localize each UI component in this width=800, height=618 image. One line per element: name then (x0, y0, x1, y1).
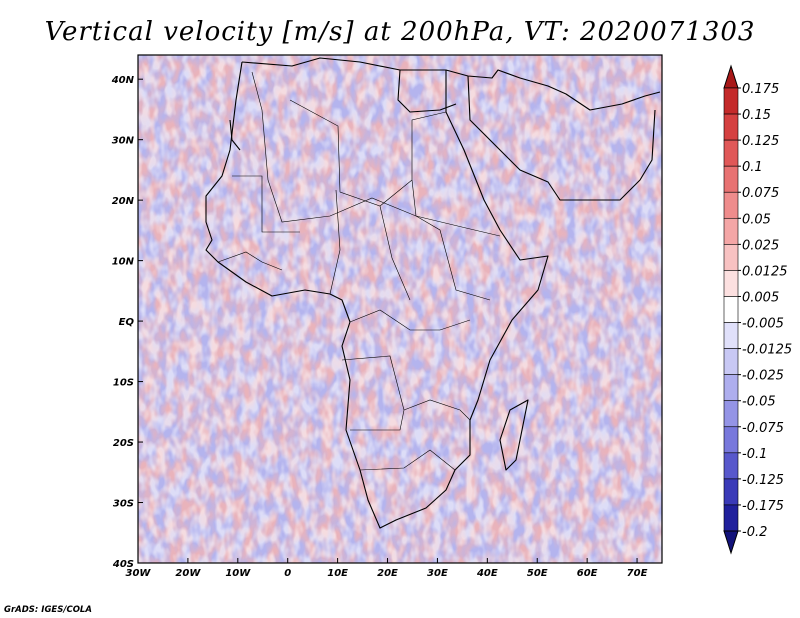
colorbar-segment (723, 374, 739, 402)
colorbar-label: 0.15 (742, 108, 771, 123)
colorbar-segment (723, 322, 739, 349)
colorbar-segment (723, 139, 739, 167)
chart-title: Vertical velocity [m/s] at 200hPa, VT: 2… (45, 17, 756, 47)
y-tick-label: 40S (112, 559, 134, 570)
y-tick-label: 20N (112, 196, 135, 207)
colorbar-segment (723, 296, 739, 323)
colorbar-top-arrow (723, 64, 739, 89)
colorbar-segment (723, 478, 739, 506)
colorbar-segment (723, 113, 739, 141)
colorbar-label: -0.125 (742, 473, 784, 488)
colorbar-label: 0.1 (742, 160, 763, 175)
y-tick-label: 30N (112, 136, 135, 147)
colorbar-segment (723, 165, 739, 193)
colorbar-label: 0.005 (742, 290, 779, 305)
x-tick-label: 50E (527, 568, 548, 579)
x-tick-label: 40E (476, 568, 498, 579)
colorbar-label: -0.175 (742, 499, 784, 514)
colorbar-label: -0.2 (742, 525, 767, 540)
y-tick-label: 40N (111, 75, 135, 86)
colorbar-segment (723, 191, 739, 219)
x-tick-label: 20W (175, 568, 201, 579)
colorbar-segment (723, 270, 739, 297)
colorbar-label: -0.005 (742, 317, 784, 332)
plot-frame (137, 54, 663, 564)
colorbar-label: -0.025 (742, 369, 784, 384)
colorbar-segment (723, 452, 739, 480)
colorbar-segment (723, 244, 739, 271)
colorbar-segment (723, 348, 739, 375)
colorbar-label: 0.05 (742, 212, 771, 227)
colorbar-label: 0.075 (742, 186, 779, 201)
colorbar-segment (723, 426, 739, 454)
country-borders (217, 71, 501, 471)
y-tick-label: EQ (119, 317, 135, 328)
y-tick-label: 30S (113, 499, 134, 510)
colorbar-label: 0.175 (742, 82, 779, 97)
colorbar-label: -0.0125 (742, 343, 792, 358)
colorbar: 0.175 0.15 0.125 0.1 0.075 0.05 0.025 0.0125 0.0… (723, 64, 792, 555)
x-tick-label: 10E (327, 568, 348, 579)
x-tick-label: 0 (284, 568, 291, 579)
colorbar-label: 0.025 (742, 238, 779, 253)
x-tick-label: 70E (627, 568, 648, 579)
x-tick-label: 30W (126, 568, 152, 579)
x-tick-label: 60E (577, 568, 598, 579)
x-tick-label: 20E (377, 568, 398, 579)
colorbar-segment (723, 217, 739, 245)
x-tick-label: 30E (427, 568, 448, 579)
colorbar-label: -0.075 (742, 421, 784, 436)
colorbar-bottom-arrow (723, 530, 739, 555)
colorbar-segment (723, 504, 739, 532)
x-axis-ticks: 30W 20W 10W 0 10E 20E 30E 40E 50E 60E 70E (126, 558, 648, 579)
field-neutral-texture (138, 55, 662, 563)
colorbar-segment (723, 400, 739, 428)
colorbar-label: 0.125 (742, 134, 779, 149)
y-tick-label: 10S (113, 378, 134, 389)
colorbar-label: 0.0125 (742, 264, 788, 279)
colorbar-label: -0.05 (742, 395, 776, 410)
map-area (138, 55, 662, 563)
coastlines (205, 57, 661, 529)
y-tick-label: 10N (112, 257, 135, 268)
y-axis-ticks: 40N 30N 20N 10N EQ 10S 20S 30S 40S (111, 75, 143, 570)
credit-text: GrADS: IGES/COLA (4, 605, 92, 615)
y-tick-label: 20S (113, 438, 134, 449)
x-tick-label: 10W (225, 568, 251, 579)
colorbar-label: -0.1 (742, 447, 767, 462)
colorbar-segment (723, 87, 739, 115)
